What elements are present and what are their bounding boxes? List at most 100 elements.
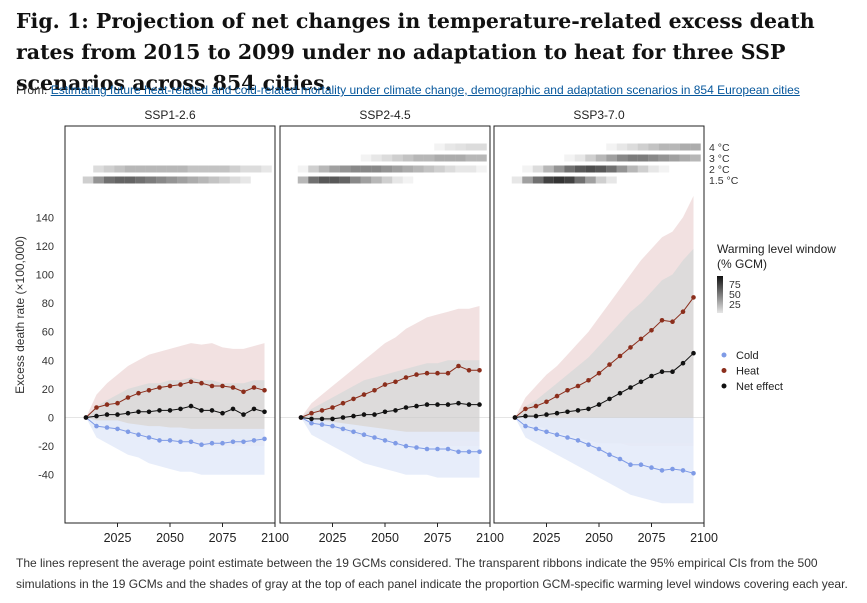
data-point-net-effect [691, 350, 696, 356]
y-tick-label: -20 [38, 441, 54, 453]
x-tick-label: 2100 [476, 531, 504, 545]
warming-cell [648, 165, 659, 173]
data-point-cold [209, 440, 215, 446]
data-point-net-effect [104, 412, 110, 417]
warming-cell [595, 176, 607, 184]
warming-cell [392, 165, 403, 173]
x-tick-label: 2050 [585, 531, 613, 545]
data-point-cold [125, 429, 131, 435]
warming-cell [297, 165, 309, 173]
data-point-heat [477, 368, 482, 373]
data-point-heat [533, 403, 539, 409]
warming-cell [208, 176, 220, 184]
data-point-cold [146, 435, 152, 440]
y-tick-label: 0 [48, 413, 54, 425]
data-point-net-effect [523, 413, 528, 419]
warming-cell [308, 165, 319, 173]
data-point-net-effect [94, 413, 99, 419]
warming-level-label: 2 °C [709, 164, 730, 176]
data-point-cold [680, 468, 686, 473]
data-point-heat [372, 388, 377, 393]
data-point-heat [466, 368, 472, 373]
data-point-net-effect [199, 408, 204, 413]
warming-cell [658, 154, 670, 162]
data-point-heat [104, 402, 110, 407]
data-point-heat [230, 385, 236, 390]
data-point-net-effect [241, 412, 246, 417]
data-point-net-effect [466, 402, 472, 407]
warming-cell [329, 176, 340, 184]
warming-cell [261, 165, 272, 173]
warming-cell [627, 165, 638, 173]
y-tick-label: 140 [36, 212, 54, 224]
warming-cell [339, 165, 351, 173]
data-point-net-effect [533, 413, 539, 419]
warming-cell [606, 176, 617, 184]
ci-band-cold [515, 417, 694, 504]
source-line: From: Estimating future heat-related and… [16, 83, 800, 97]
data-point-heat [649, 328, 654, 333]
warming-cell [381, 154, 393, 162]
warming-cell [455, 154, 466, 162]
ci-band-net-effect [301, 360, 480, 441]
data-point-cold [477, 449, 482, 455]
data-point-cold [607, 452, 612, 458]
x-tick-label: 2075 [209, 531, 237, 545]
warming-cell [690, 154, 701, 162]
warming-cell [198, 176, 209, 184]
warming-cell [648, 154, 659, 162]
warming-cell [585, 165, 596, 173]
data-point-net-effect [361, 412, 367, 417]
warming-cell [93, 165, 104, 173]
warming-colorbar-label: 25 [729, 299, 741, 311]
warming-cell [177, 165, 188, 173]
warming-colorbar-label: 75 [729, 279, 741, 291]
warming-cell [511, 176, 523, 184]
warming-cell [329, 165, 340, 173]
warming-cell [465, 143, 477, 151]
data-point-cold [628, 462, 633, 468]
warming-cell [669, 143, 680, 151]
warming-cell [402, 154, 414, 162]
data-point-heat [523, 406, 528, 412]
data-point-cold [544, 429, 549, 435]
warming-cell [574, 154, 586, 162]
data-point-cold [586, 442, 591, 448]
warming-cell [522, 165, 533, 173]
warming-cell [423, 165, 435, 173]
data-point-heat [456, 363, 461, 369]
data-point-heat [638, 336, 644, 342]
data-point-heat [319, 408, 325, 413]
warming-cell [350, 165, 361, 173]
data-point-heat [424, 370, 430, 376]
warming-cell [208, 165, 220, 173]
data-point-heat [262, 388, 267, 393]
warming-level-label: 3 °C [709, 153, 730, 165]
warming-cell [156, 165, 167, 173]
warming-cell [465, 154, 477, 162]
data-point-net-effect [649, 373, 654, 379]
legend-marker-cold [721, 352, 727, 358]
warming-cell [616, 165, 628, 173]
warming-cell [522, 176, 533, 184]
data-point-net-effect [157, 408, 162, 413]
data-point-cold [466, 449, 472, 455]
data-point-cold [403, 443, 409, 449]
warming-cell [339, 176, 351, 184]
data-point-net-effect [125, 410, 131, 416]
legend-label: Cold [736, 350, 759, 362]
source-article-link[interactable]: Estimating future heat-related and cold-… [50, 83, 800, 97]
warming-cell [135, 176, 146, 184]
warming-cell [476, 143, 487, 151]
data-point-heat [554, 393, 560, 399]
data-point-net-effect [167, 408, 173, 413]
data-point-cold [575, 438, 581, 443]
warming-cell [606, 165, 617, 173]
warming-cell [595, 165, 607, 173]
data-point-net-effect [188, 403, 194, 409]
data-point-net-effect [565, 409, 570, 415]
data-point-net-effect [586, 406, 591, 412]
warming-cell [637, 165, 649, 173]
chart-figure: -40 -20 0 20 40 60 80 100 120 140 Excess death rat… [13, 108, 836, 545]
warming-cell [532, 176, 544, 184]
